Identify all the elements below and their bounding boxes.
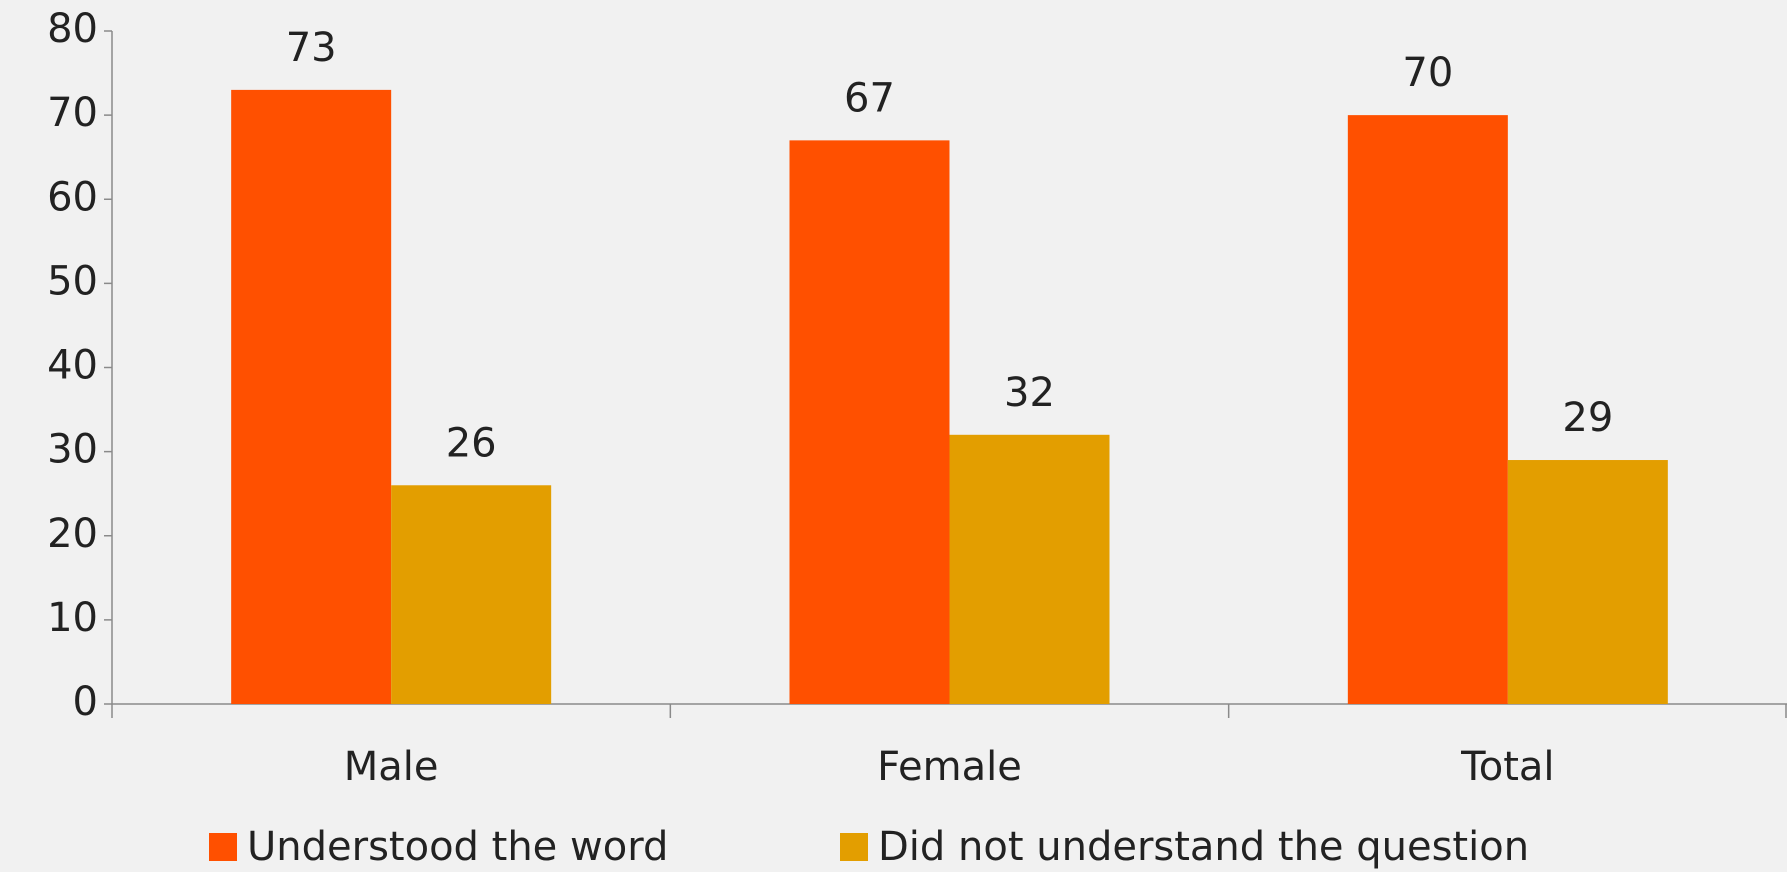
legend-label: Understood the word	[247, 824, 668, 870]
bar	[231, 89, 392, 704]
bar	[949, 434, 1110, 704]
data-label: 70	[1402, 50, 1453, 96]
y-tick-label: 60	[47, 174, 98, 220]
y-tick-label: 0	[73, 679, 98, 725]
bar	[1347, 115, 1508, 704]
x-tick-label: Total	[1460, 744, 1554, 790]
y-tick-label: 10	[47, 595, 98, 641]
bar	[1507, 460, 1668, 704]
data-label: 26	[446, 420, 497, 466]
legend-label: Did not understand the question	[878, 824, 1529, 870]
y-tick-label: 40	[47, 343, 98, 389]
bar	[391, 485, 552, 704]
data-label: 67	[844, 75, 895, 121]
y-tick-label: 50	[47, 258, 98, 304]
y-tick-label: 30	[47, 427, 98, 473]
x-tick-label: Female	[877, 744, 1022, 790]
y-tick-label: 20	[47, 511, 98, 557]
y-tick-label: 80	[47, 6, 98, 52]
legend-swatch	[209, 833, 237, 861]
data-label: 32	[1004, 370, 1055, 416]
data-label: 29	[1562, 395, 1613, 441]
data-label: 73	[286, 25, 337, 71]
bar	[789, 140, 950, 705]
y-tick-label: 70	[47, 90, 98, 136]
x-tick-label: Male	[344, 744, 439, 790]
legend-swatch	[840, 833, 868, 861]
